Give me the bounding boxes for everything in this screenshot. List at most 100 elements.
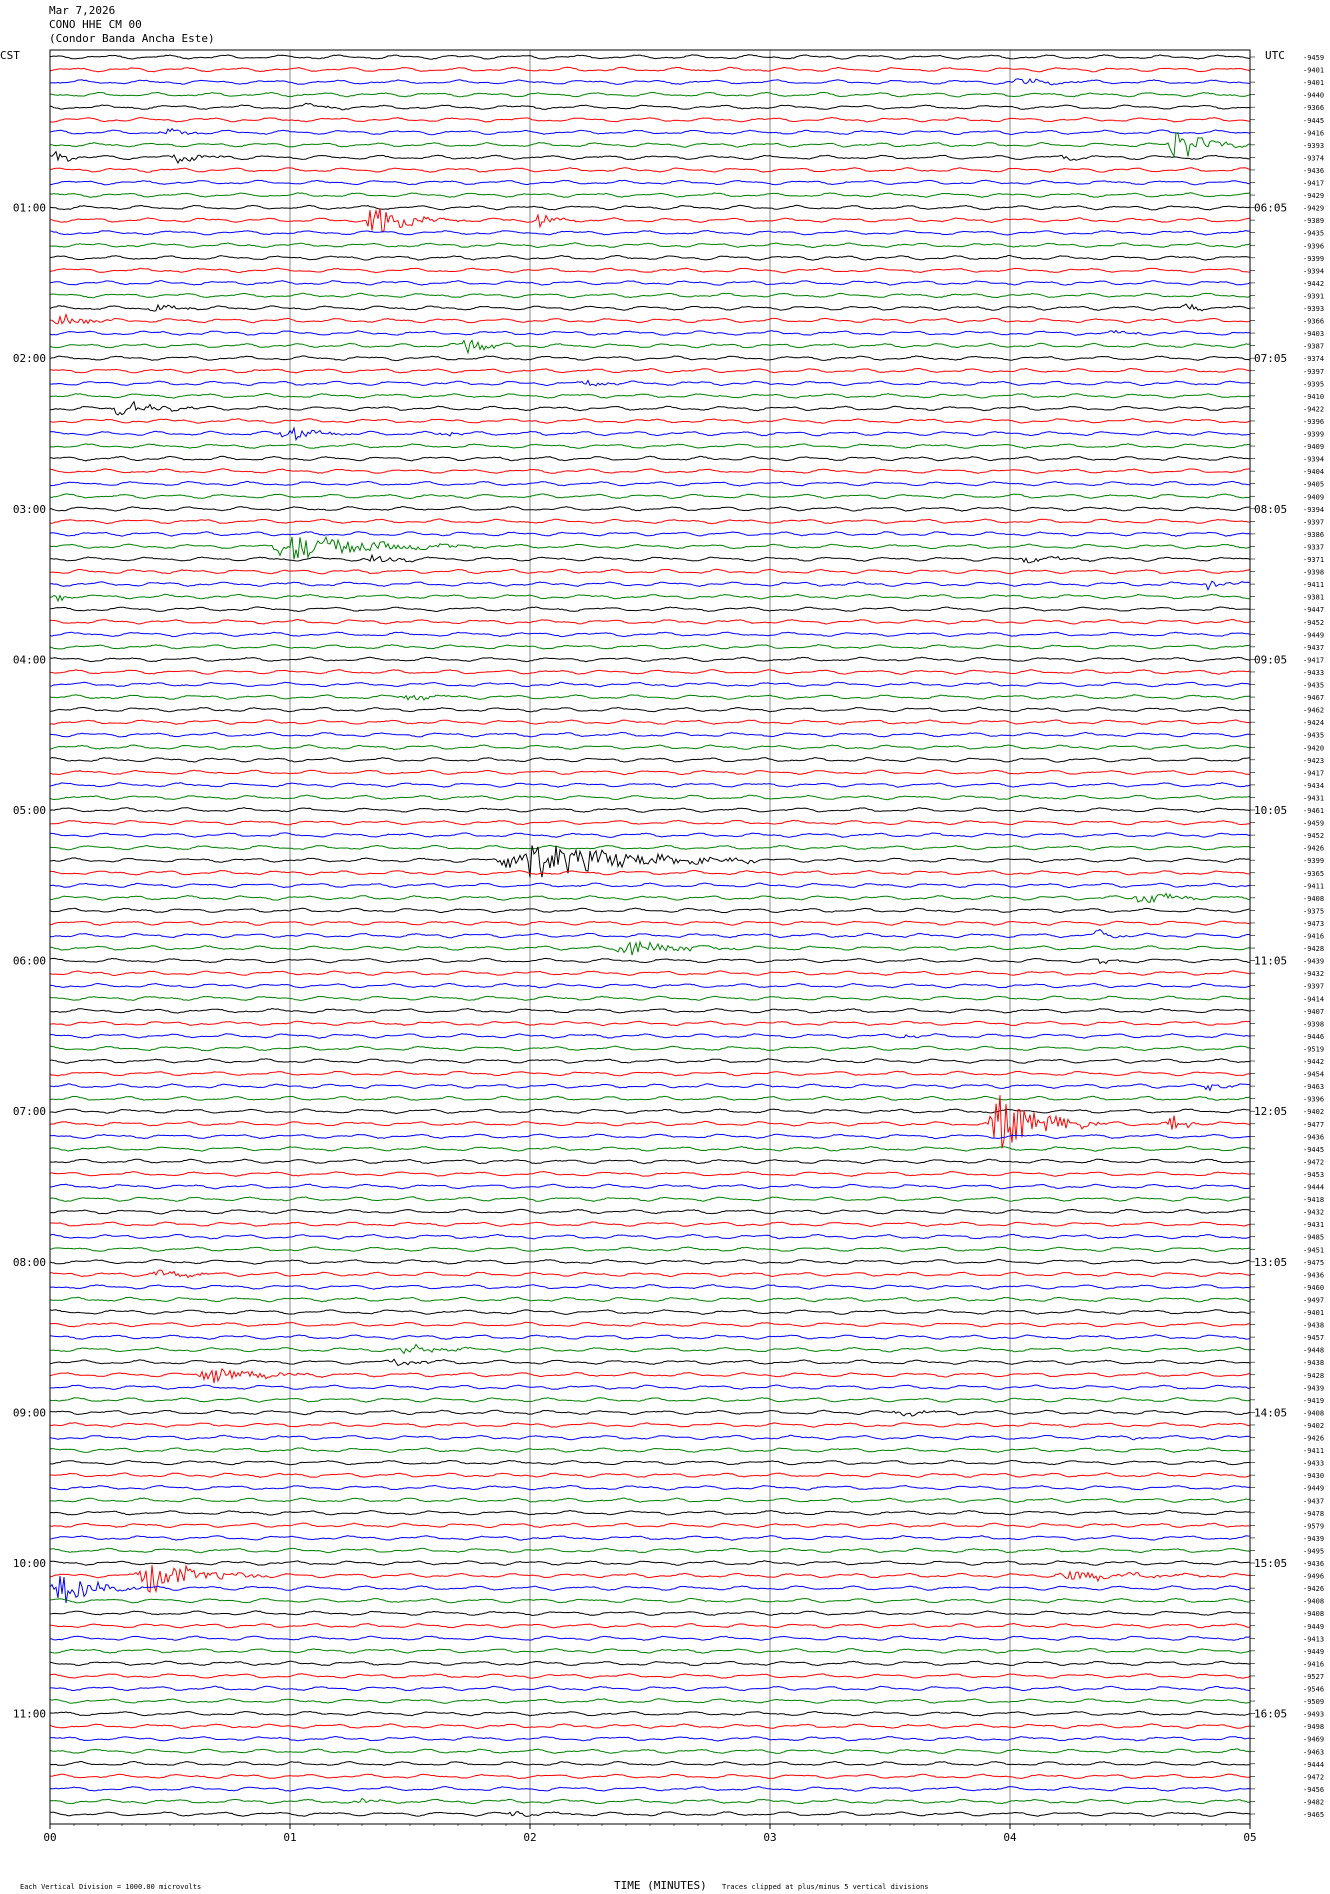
seismic-trace (49, 1422, 1251, 1428)
seismic-trace (49, 1083, 1251, 1092)
seismic-trace (49, 179, 1250, 186)
trace-value-label: -9439 (1303, 958, 1324, 966)
trace-value-label: -9546 (1303, 1686, 1324, 1694)
trace-value-label: -9375 (1303, 907, 1324, 915)
seismic-trace (50, 131, 1251, 158)
seismic-trace (49, 1284, 1250, 1290)
trace-value-label: -9396 (1303, 418, 1324, 426)
trace-value-label: -9432 (1303, 970, 1324, 978)
seismic-trace (49, 208, 1251, 233)
seismic-trace (49, 418, 1251, 424)
trace-value-label: -9419 (1303, 1397, 1324, 1405)
seismic-trace (49, 1547, 1251, 1554)
station-code: CONO HHE CM 00 (49, 18, 142, 31)
seismic-trace (49, 1811, 1251, 1817)
x-tick-label: 04 (1003, 1831, 1017, 1844)
trace-value-label: -9457 (1303, 1334, 1324, 1342)
seismic-trace (49, 127, 1251, 136)
trace-value-label: -9462 (1303, 707, 1324, 715)
trace-value-label: -9496 (1303, 1573, 1324, 1581)
seismic-trace (49, 102, 1251, 111)
seismic-trace (49, 1564, 1251, 1594)
seismic-trace (49, 379, 1250, 387)
trace-value-label: -9442 (1303, 280, 1324, 288)
trace-value-label: -9399 (1303, 857, 1324, 865)
seismic-trace (49, 292, 1251, 299)
seismic-trace (49, 443, 1251, 449)
trace-value-label: -9495 (1303, 1547, 1324, 1555)
x-tick-label: 02 (523, 1831, 536, 1844)
trace-value-label: -9435 (1303, 732, 1324, 740)
seismic-trace (49, 1358, 1251, 1367)
seismic-trace (49, 731, 1251, 738)
seismic-trace (49, 618, 1251, 625)
seismic-trace (49, 1748, 1251, 1755)
plot-date: Mar 7,2026 (49, 4, 116, 17)
trace-value-label: -9414 (1303, 995, 1324, 1003)
trace-value-label: -9429 (1303, 205, 1324, 213)
trace-value-label: -9438 (1303, 1359, 1324, 1367)
seismic-trace (49, 807, 1251, 813)
seismic-trace (49, 242, 1251, 249)
trace-value-label: -9463 (1303, 1083, 1324, 1091)
seismic-trace (49, 1409, 1251, 1417)
trace-value-label: -9404 (1303, 468, 1324, 476)
seismic-trace (49, 1020, 1250, 1027)
seismic-trace (49, 1007, 1251, 1014)
seismic-trace (49, 339, 1251, 355)
trace-value-label: -9433 (1303, 669, 1324, 677)
seismic-trace (49, 1673, 1251, 1679)
utc-hour-label: 14:05 (1254, 1406, 1287, 1419)
trace-value-label: -9408 (1303, 1409, 1324, 1417)
trace-value-label: -9417 (1303, 769, 1324, 777)
trace-value-label: -9445 (1303, 1146, 1324, 1154)
trace-value-label: -9498 (1303, 1723, 1324, 1731)
seismic-trace (49, 644, 1251, 650)
trace-value-label: -9452 (1303, 619, 1324, 627)
trace-value-label: -9399 (1303, 431, 1324, 439)
trace-value-label: -9386 (1303, 531, 1324, 539)
trace-value-label: -9432 (1303, 1209, 1324, 1217)
trace-value-label: -9420 (1303, 744, 1324, 752)
seismic-trace (49, 1309, 1251, 1315)
trace-value-label: -9445 (1303, 117, 1324, 125)
trace-value-label: -9431 (1303, 1221, 1324, 1229)
scale-note: Each Vertical Division = 1000.00 microvo… (20, 1883, 201, 1891)
utc-hour-label: 10:05 (1254, 804, 1287, 817)
plot-axes: 00 01 02 03 04 05 -9459 -9401 -9401 -9440 -9366 -94… (13, 49, 1324, 1844)
trace-value-label: -9527 (1303, 1673, 1324, 1681)
seismic-trace (49, 631, 1251, 638)
trace-value-label: -9366 (1303, 104, 1324, 112)
cst-hour-label: 11:00 (13, 1708, 46, 1721)
trace-value-label: -9460 (1303, 1284, 1324, 1292)
trace-value-label: -9449 (1303, 631, 1324, 639)
clip-note: Traces clipped at plus/minus 5 vertical … (722, 1883, 929, 1891)
trace-value-label: -9411 (1303, 1447, 1324, 1455)
trace-value-label: -9463 (1303, 1748, 1324, 1756)
seismic-trace (49, 1145, 1251, 1152)
trace-value-label: -9397 (1303, 983, 1324, 991)
seismic-trace (49, 280, 1251, 286)
trace-value-label: -9396 (1303, 1096, 1324, 1104)
trace-value-label: -9411 (1303, 882, 1324, 890)
seismic-trace (49, 355, 1251, 362)
cst-hour-label: 10:00 (13, 1557, 46, 1570)
utc-hour-label: 09:05 (1254, 653, 1287, 666)
trace-value-label: -9439 (1303, 1535, 1324, 1543)
seismic-trace (50, 1108, 1251, 1115)
seismic-trace (49, 303, 1251, 312)
seismic-trace (49, 1773, 1251, 1780)
seismic-trace (49, 150, 1251, 165)
trace-value-label: -9482 (1303, 1798, 1324, 1806)
trace-value-label: -9438 (1303, 1322, 1324, 1330)
seismic-trace (49, 1334, 1251, 1340)
seismic-trace (49, 204, 1251, 211)
utc-hour-label: 08:05 (1254, 503, 1287, 516)
trace-value-label: -9408 (1303, 895, 1324, 903)
seismic-trace (49, 1384, 1251, 1391)
seismic-trace (49, 656, 1251, 663)
trace-value-label: -9389 (1303, 217, 1324, 225)
trace-value-label: -9453 (1303, 1171, 1324, 1179)
trace-value-label: -9381 (1303, 594, 1324, 602)
x-tick-label: 00 (43, 1831, 56, 1844)
